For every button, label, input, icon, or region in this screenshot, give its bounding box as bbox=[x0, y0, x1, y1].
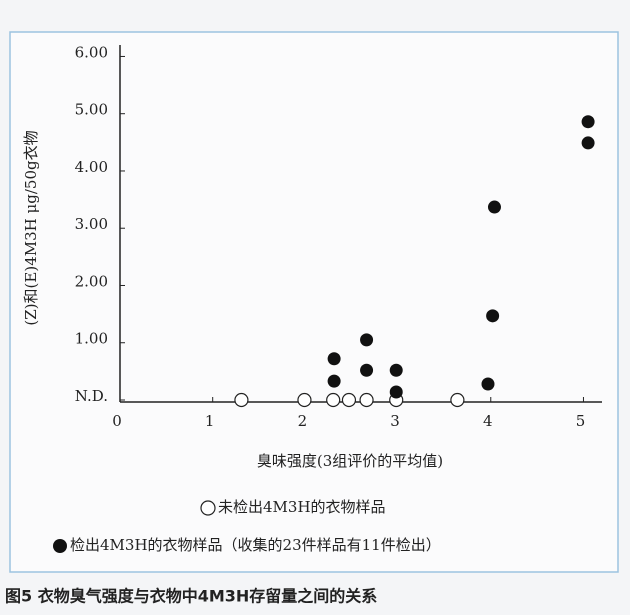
point bbox=[327, 352, 341, 366]
y-tick-label: 5.00 bbox=[75, 101, 108, 119]
point bbox=[360, 363, 374, 377]
x-tick-label: 5 bbox=[576, 412, 586, 430]
x-tick-label: 4 bbox=[483, 412, 493, 430]
y-tick-label: 6.00 bbox=[75, 43, 108, 61]
point bbox=[297, 392, 312, 408]
point bbox=[450, 392, 465, 408]
x-axis-label: 臭味强度(3组评价的平均值) bbox=[257, 452, 443, 470]
point bbox=[389, 363, 403, 377]
point bbox=[326, 392, 341, 408]
y-tick-label: 3.00 bbox=[75, 215, 108, 233]
x-tick-label: 2 bbox=[298, 412, 308, 430]
legend-marker bbox=[200, 500, 216, 516]
legend-label: 检出4M3H的衣物样品（收集的23件样品有11件检出） bbox=[70, 536, 441, 554]
point bbox=[389, 385, 403, 399]
x-tick-label: 0 bbox=[112, 412, 122, 430]
point bbox=[360, 333, 374, 347]
point bbox=[327, 374, 341, 388]
point bbox=[359, 392, 374, 408]
caption: 图5 衣物臭气强度与衣物中4M3H存留量之间的关系 bbox=[5, 587, 377, 606]
point bbox=[341, 392, 357, 408]
y-tick-label: N.D. bbox=[75, 387, 108, 405]
y-tick-label: 4.00 bbox=[75, 158, 108, 176]
x-tick-label: 3 bbox=[390, 412, 400, 430]
point bbox=[581, 115, 595, 129]
x-tick-label: 1 bbox=[205, 412, 215, 430]
legend-label: 未检出4M3H的衣物样品 bbox=[218, 498, 386, 516]
point bbox=[581, 136, 595, 150]
point bbox=[486, 309, 500, 323]
point bbox=[487, 200, 501, 214]
chart-frame bbox=[9, 31, 619, 573]
y-tick-label: 2.00 bbox=[75, 272, 108, 290]
point bbox=[481, 377, 495, 391]
point bbox=[234, 392, 249, 408]
y-axis-label: (Z)和(E)4M3H μg/50g衣物 bbox=[22, 130, 40, 325]
legend-marker bbox=[53, 539, 67, 553]
y-tick-label: 1.00 bbox=[75, 330, 108, 348]
